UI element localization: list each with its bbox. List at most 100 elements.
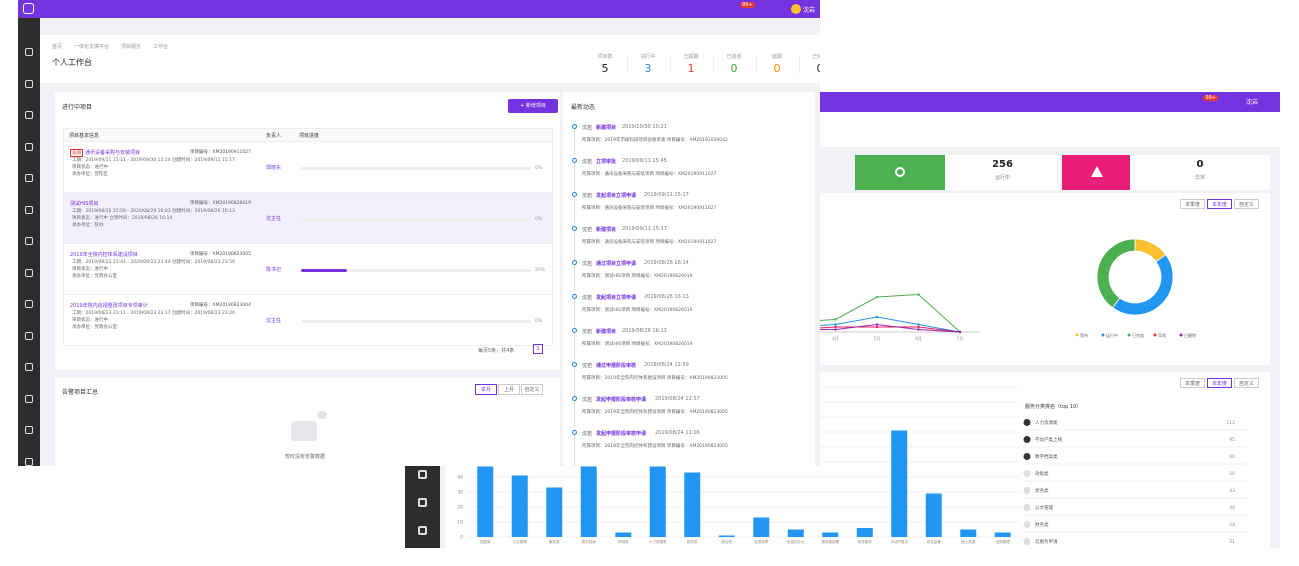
activity-action[interactable]: 通过申报阶段审核: [596, 363, 637, 369]
activity-action[interactable]: 发起项目立项申请: [596, 193, 637, 199]
tab[interactable]: 上月: [498, 384, 520, 395]
sidebar-icon[interactable]: [25, 48, 33, 56]
pagination: 每页5条，共4条: [478, 348, 515, 354]
sidebar-icon[interactable]: [418, 498, 427, 507]
project-name[interactable]: 2019年院内巡视整改项目专项审计: [70, 303, 148, 309]
chart-layer: 3月4月5月6月7月等待运行中已完成异常已删除01020304050607080…: [454, 238, 1250, 545]
sidebar-icon[interactable]: [418, 470, 427, 479]
activity-action[interactable]: 新建项目: [596, 329, 617, 335]
bar: [994, 532, 1011, 537]
x-tick-label: 不动产登记: [891, 539, 909, 544]
project-line: 工期：2019/08/23 23:11 - 2019/08/23 23:17 创…: [72, 311, 235, 316]
panel-title: 告警项目汇总: [62, 389, 99, 396]
tab[interactable]: 本季度: [1180, 199, 1205, 209]
progress-label: 0%: [535, 319, 543, 324]
y-tick-label: 10: [457, 520, 463, 526]
x-tick-label: 财务类: [687, 539, 698, 544]
sidebar-icon[interactable]: [25, 363, 33, 371]
sidebar-icon[interactable]: [25, 457, 33, 466]
sidebar-icon[interactable]: [25, 268, 33, 277]
avatar[interactable]: [791, 4, 801, 14]
page-button[interactable]: 1: [533, 344, 543, 354]
sidebar-icon[interactable]: [25, 331, 33, 340]
sidebar: [18, 18, 40, 466]
breadcrumb-item[interactable]: 一体化支撑平台: [74, 44, 110, 50]
activity-action[interactable]: 发起申报阶段审核申请: [596, 431, 647, 437]
stat-label: 已超期: [683, 54, 699, 60]
activity-action[interactable]: 立项审批: [596, 159, 617, 165]
sidebar-icon[interactable]: [25, 394, 33, 403]
project-name[interactable]: 测试HIS项目: [70, 201, 99, 207]
badge[interactable]: 99+: [740, 2, 755, 8]
breadcrumb-item[interactable]: 项目服务: [121, 44, 142, 50]
project-name[interactable]: 2019年全院内控体系建设项目: [70, 252, 138, 258]
user-name[interactable]: 沈岩: [803, 7, 816, 14]
legend-swatch: [1127, 333, 1131, 337]
y-tick-label: 30: [457, 490, 463, 496]
breadcrumb-item[interactable]: 工作台: [153, 44, 169, 50]
project-line: 工期：2019/08/23 23:41 - 2020/08/23 23:44 创…: [72, 260, 235, 265]
activity-action[interactable]: 发起项目立项申请: [596, 295, 637, 301]
activity-action[interactable]: 通过项目立项申请: [596, 261, 637, 267]
owner[interactable]: 陈书记: [266, 267, 282, 273]
rank-dot: [1023, 419, 1031, 426]
empty-icon: [291, 421, 317, 441]
rank-name: 效能类: [1035, 470, 1049, 477]
add-button[interactable]: + 新增项目: [508, 99, 558, 113]
bar: [580, 466, 597, 537]
activity-user: 沈岩: [582, 261, 593, 267]
owner[interactable]: 沈主任: [266, 216, 282, 222]
tab[interactable]: 自定义: [1234, 199, 1259, 209]
sidebar-icon[interactable]: [25, 142, 33, 151]
progress-label: 0%: [535, 217, 543, 222]
line-point: [834, 323, 837, 326]
activity-time: 2019/08/26 16:13: [644, 294, 689, 300]
sidebar-icon[interactable]: [25, 205, 33, 214]
activity-detail: 所属项目：2019年市级科研项目验收审查 项目编号：XM20191030042: [582, 138, 728, 143]
sidebar-icon[interactable]: [25, 237, 33, 245]
rank-dot: [1023, 521, 1031, 528]
tab[interactable]: 自定义: [521, 384, 543, 395]
tab[interactable]: 本年度: [1207, 199, 1232, 209]
bar: [684, 472, 701, 537]
bar: [753, 517, 770, 537]
activity-time: 2019/09/11 15:45: [622, 158, 667, 164]
timeline-dot: [572, 294, 577, 299]
sidebar-icon[interactable]: [25, 111, 33, 119]
line-point: [917, 328, 920, 331]
sidebar-icon[interactable]: [418, 526, 427, 535]
sidebar-icon[interactable]: [25, 426, 33, 434]
activity-user: 沈岩: [582, 295, 593, 301]
breadcrumb-item[interactable]: 首页: [52, 44, 63, 50]
x-tick-label: 7月: [957, 336, 964, 341]
rank-name: 不动产类上线: [1035, 436, 1062, 443]
rank-name: 人力资源类: [1035, 419, 1058, 426]
bar: [891, 430, 908, 537]
table-header: 项目进度: [299, 133, 320, 139]
project-line: 项目状态：进行中: [72, 318, 108, 323]
card: [945, 155, 1060, 190]
legend-label: 等待: [1080, 332, 1088, 338]
project-name[interactable]: 通讯设备采购与安装项目: [85, 150, 141, 156]
activity-action[interactable]: 新建项目: [596, 227, 617, 233]
sidebar-icon[interactable]: [25, 79, 33, 88]
sidebar-icon[interactable]: [25, 300, 33, 308]
tab[interactable]: 本月: [475, 384, 497, 395]
progress-label: 20%: [535, 268, 546, 273]
timeline-dot: [572, 328, 577, 333]
sidebar-icon[interactable]: [25, 174, 33, 182]
owner[interactable]: 沈主任: [266, 318, 282, 324]
logo[interactable]: [23, 3, 34, 14]
activity-action[interactable]: 新建项目: [596, 125, 617, 131]
badge: 99+: [1203, 95, 1218, 101]
main-screenshot: 99+ 沈岩 首页 一体化支撑平台 项目服务 工作台 个人工作台 项目数 5 进行中 3 已超期 1 已验…: [18, 0, 820, 466]
empty-text: 暂时没有告警数据: [284, 454, 325, 460]
timeline-dot: [572, 396, 577, 401]
activity-detail: 所属项目：2019年全院内控体系建设项目 项目编号：XM20190823005: [582, 444, 728, 449]
tab[interactable]: 本年度: [1207, 378, 1232, 388]
owner[interactable]: 郭晓东: [266, 165, 282, 171]
tab[interactable]: 本季度: [1180, 378, 1205, 388]
activity-action[interactable]: 发起申报阶段审核申请: [596, 397, 647, 403]
tab[interactable]: 自定义: [1234, 378, 1259, 388]
project-line: 项目状态：进行中 立项时间：2019/08/26 16:14: [72, 216, 173, 221]
